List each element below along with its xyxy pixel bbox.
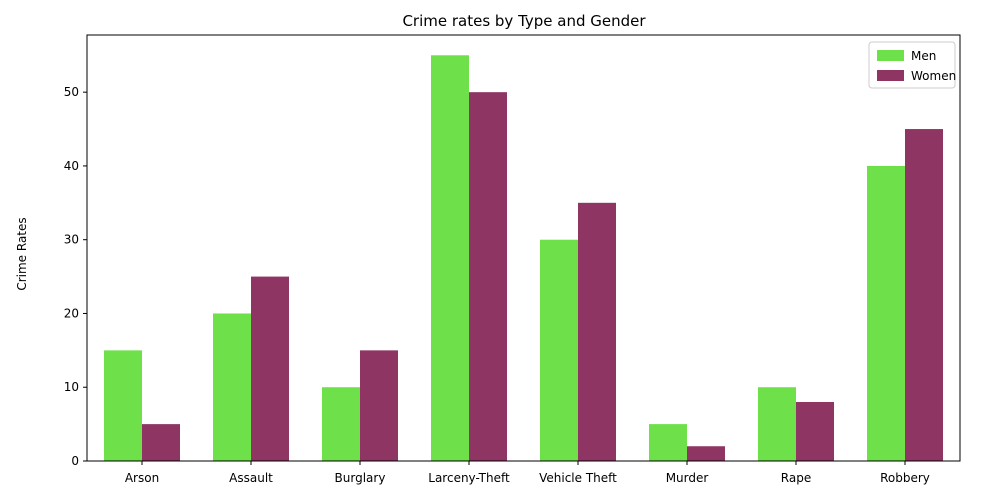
bar-women-assault (251, 276, 289, 461)
bar-women-vehicle-theft (578, 202, 616, 461)
bar-men-murder (649, 424, 687, 461)
bar-men-robbery (867, 165, 905, 461)
y-axis-label: Crime Rates (15, 217, 29, 290)
legend-swatch-women (877, 70, 904, 81)
bar-men-arson (104, 350, 142, 461)
bar-men-larceny-theft (431, 55, 469, 462)
x-tick-label: Larceny-Theft (428, 471, 510, 485)
plot-frame (86, 34, 961, 462)
x-tick-label: Assault (229, 471, 273, 485)
bar-women-murder (687, 446, 725, 461)
bar-women-burglary (360, 350, 398, 461)
bar-women-larceny-theft (469, 92, 507, 462)
y-tick-label: 0 (71, 454, 79, 468)
x-tick-label: Arson (125, 471, 159, 485)
legend-label-men: Men (911, 49, 936, 63)
bar-women-rape (796, 401, 834, 461)
chart-title: Crime rates by Type and Gender (402, 12, 646, 30)
y-tick-label: 50 (64, 85, 79, 99)
x-tick-label: Vehicle Theft (539, 471, 617, 485)
x-tick-label: Burglary (335, 471, 386, 485)
bar-women-arson (142, 424, 180, 461)
bars-layer (104, 55, 943, 462)
bar-women-robbery (905, 129, 943, 461)
legend: Men Women (868, 41, 956, 89)
axes-layer: Arson Assault Burglary Larceny-Theft Vehicle… (64, 34, 961, 485)
x-tick-label: Rape (781, 471, 811, 485)
x-tick-label: Murder (666, 471, 709, 485)
legend-label-women: Women (911, 69, 956, 83)
y-tick-label: 40 (64, 159, 79, 173)
y-tick-label: 20 (64, 306, 79, 320)
bar-men-vehicle-theft (540, 239, 578, 461)
bar-men-rape (758, 387, 796, 461)
bar-men-burglary (322, 387, 360, 461)
legend-swatch-men (877, 50, 904, 61)
y-tick-label: 30 (64, 233, 79, 247)
y-tick-label: 10 (64, 380, 79, 394)
x-tick-label: Robbery (880, 471, 930, 485)
bar-men-assault (213, 313, 251, 461)
